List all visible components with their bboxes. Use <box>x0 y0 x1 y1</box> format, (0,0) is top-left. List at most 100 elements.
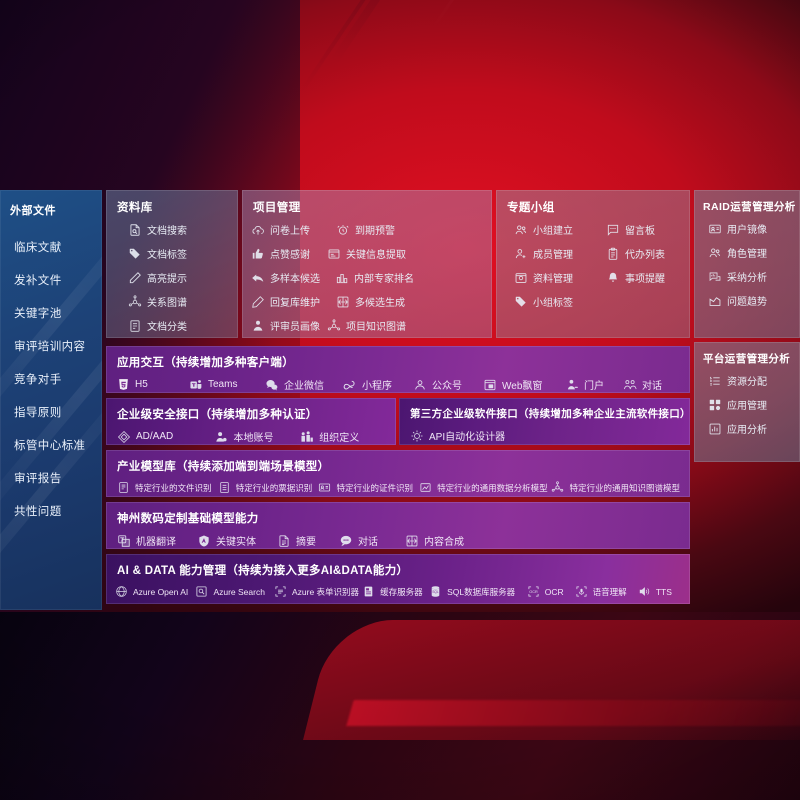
foundation-item-entity[interactable]: 关键实体 <box>197 533 277 548</box>
aidata-item-label: SQL数据库服务器 <box>447 586 516 597</box>
security-item-local-account[interactable]: 本地账号 <box>214 429 300 444</box>
foundation-item-label: 对话 <box>358 537 378 548</box>
bar-thirdparty-api-items: API自动化设计器 <box>399 428 690 445</box>
industry-item-data-analysis-model[interactable]: 特定行业的通用数据分析模型 <box>419 481 551 494</box>
platform-item-label: 应用分析 <box>727 425 767 436</box>
sidebar-item-review-report[interactable]: 审评报告 <box>14 472 62 485</box>
aidata-item-sql-server[interactable]: SQL SQL数据库服务器 <box>429 585 527 598</box>
thirdparty-item-api-designer[interactable]: API自动化设计器 <box>410 428 505 443</box>
platform-item-resource-alloc[interactable]: 资源分配 <box>708 373 792 388</box>
library-item-doc-tag[interactable]: 文档标签 <box>128 246 230 261</box>
library-item-highlight[interactable]: 高亮提示 <box>128 270 230 285</box>
local-account-icon <box>214 430 228 444</box>
project-item-key-extract[interactable]: 关键信息提取 <box>327 246 412 261</box>
aidata-item-form-recognizer[interactable]: Azure 表单识别器 <box>274 585 362 598</box>
interaction-item-teams[interactable]: Teams <box>189 378 265 392</box>
interaction-item-portal[interactable]: 门户 <box>565 377 623 392</box>
group-item-create[interactable]: 小组建立 <box>514 222 606 237</box>
interaction-item-label: Web飘窗 <box>502 381 543 392</box>
tts-icon <box>638 585 651 598</box>
security-item-ad-aad[interactable]: AD/AAD <box>117 430 214 444</box>
project-item-expert-rank[interactable]: 内部专家排名 <box>335 270 414 285</box>
security-item-org-define[interactable]: 组织定义 <box>300 429 386 444</box>
raid-item-adoption-analysis[interactable]: 采纳分析 <box>708 269 792 284</box>
aidata-item-voice-understanding[interactable]: 语音理解 <box>575 585 638 598</box>
thumbs-up-icon <box>251 247 265 261</box>
bar-industry-models-title: 产业模型库（持续添加端到端场景模型） <box>117 461 330 473</box>
platform-item-app-analysis[interactable]: 应用分析 <box>708 421 792 436</box>
interaction-item-label: 对话 <box>642 381 662 392</box>
interaction-item-dialog[interactable]: 对话 <box>623 377 675 392</box>
library-item-knowledge-graph[interactable]: 关系图谱 <box>128 294 230 309</box>
aidata-item-tts[interactable]: TTS <box>638 585 680 598</box>
interaction-item-wecom[interactable]: 企业微信 <box>265 377 343 392</box>
group-item-message-board[interactable]: 留言板 <box>606 222 682 237</box>
aidata-item-ocr[interactable]: OCR OCR <box>527 585 575 598</box>
aidata-item-azure-openai[interactable]: Azure Open AI <box>115 585 195 598</box>
project-item-reviewer-profile[interactable]: 评审员画像 <box>251 318 327 333</box>
project-item-multi-gen[interactable]: 多候选生成 <box>336 294 420 309</box>
industry-item-label: 特定行业的文件识别 <box>135 482 212 493</box>
interaction-item-label: H5 <box>135 379 148 390</box>
data-model-icon <box>419 481 432 494</box>
bar-ai-data-items: Azure Open AI Azure Search Azure 表单识别器 缓… <box>106 585 690 604</box>
group-item-reminder[interactable]: 事项提醒 <box>606 270 682 285</box>
industry-item-receipt-recognition[interactable]: 特定行业的票据识别 <box>218 481 319 494</box>
project-item-upload[interactable]: 问卷上传 <box>251 222 336 237</box>
miniprogram-icon <box>343 378 357 392</box>
group-item-group-tag[interactable]: 小组标签 <box>514 294 606 309</box>
group-item-material-mgmt[interactable]: 资料管理 <box>514 270 606 285</box>
interaction-item-h5[interactable]: H5 <box>117 378 189 391</box>
industry-item-label: 特定行业的证件识别 <box>336 482 413 493</box>
interaction-item-web-popup[interactable]: Web飘窗 <box>483 377 565 392</box>
industry-item-id-recognition[interactable]: 特定行业的证件识别 <box>318 481 419 494</box>
project-item-project-graph[interactable]: 项目知识图谱 <box>327 318 422 333</box>
sidebar-item-keyword-pool[interactable]: 关键字池 <box>14 307 62 320</box>
bar-app-interaction: 应用交互（持续增加多种客户端） H5 Teams 企业微信 小程序 公众号 <box>106 346 690 393</box>
group-item-todo-list[interactable]: 代办列表 <box>606 246 682 261</box>
sidebar-item-supplement-docs[interactable]: 发补文件 <box>14 274 62 287</box>
doc-search-icon <box>128 223 142 237</box>
project-item-due-alert[interactable]: 到期预警 <box>336 222 420 237</box>
foundation-item-dialog[interactable]: 对话 <box>339 533 405 548</box>
sidebar-item-common-issues[interactable]: 共性问题 <box>14 505 62 518</box>
aidata-item-label: Azure Search <box>213 586 265 597</box>
sidebar-item-review-training[interactable]: 审评培训内容 <box>14 340 86 353</box>
id-recog-icon <box>318 481 331 494</box>
project-item-label: 问卷上传 <box>270 226 310 237</box>
sidebar-item-competitors[interactable]: 竞争对手 <box>14 373 62 386</box>
aidata-item-cache-server[interactable]: 缓存服务器 <box>362 585 429 598</box>
app-chart-icon <box>708 422 722 436</box>
sidebar-item-standards-center[interactable]: 标管中心标准 <box>14 439 86 452</box>
interaction-item-official-account[interactable]: 公众号 <box>413 377 483 392</box>
interaction-item-label: 门户 <box>584 381 604 392</box>
foundation-item-compose[interactable]: 内容合成 <box>405 533 485 548</box>
platform-item-app-mgmt[interactable]: 应用管理 <box>708 397 792 412</box>
group-item-member-mgmt[interactable]: 成员管理 <box>514 246 606 261</box>
alarm-icon <box>336 223 350 237</box>
group-item-label: 留言板 <box>625 226 655 237</box>
project-item-label: 评审员画像 <box>270 322 320 333</box>
industry-item-file-recognition[interactable]: 特定行业的文件识别 <box>117 481 218 494</box>
graph-icon <box>551 481 564 494</box>
industry-item-knowledge-graph-model[interactable]: 特定行业的通用知识图谱模型 <box>551 481 680 494</box>
sidebar-item-clinical-literature[interactable]: 临床文献 <box>14 241 62 254</box>
sidebar-item-guidelines[interactable]: 指导原则 <box>14 406 62 419</box>
raid-item-user-portrait[interactable]: 用户镜像 <box>708 221 792 236</box>
panel-platform-title: 平台运营管理分析 <box>703 353 791 365</box>
project-item-multi-sample[interactable]: 多样本候选 <box>251 270 335 285</box>
library-item-doc-category[interactable]: 文档分类 <box>128 318 230 333</box>
raid-item-role-mgmt[interactable]: 角色管理 <box>708 245 792 260</box>
aidata-item-azure-search[interactable]: Azure Search <box>195 585 274 598</box>
project-item-reply-lib[interactable]: 回复库维护 <box>251 294 336 309</box>
foundation-item-translate[interactable]: 机器翻译 <box>117 533 197 548</box>
interaction-item-miniprogram[interactable]: 小程序 <box>343 377 413 392</box>
raid-item-issue-trend[interactable]: 问题趋势 <box>708 293 792 308</box>
library-item-doc-search[interactable]: 文档搜索 <box>128 222 230 237</box>
people-icon <box>514 223 528 237</box>
project-item-thanks[interactable]: 点赞感谢 <box>251 246 327 261</box>
bar-industry-models: 产业模型库（持续添加端到端场景模型） 特定行业的文件识别 特定行业的票据识别 特… <box>106 450 690 497</box>
panel-library-title: 资料库 <box>117 202 153 214</box>
foundation-item-summary[interactable]: 摘要 <box>277 533 339 548</box>
library-item-label: 文档标签 <box>147 250 187 261</box>
